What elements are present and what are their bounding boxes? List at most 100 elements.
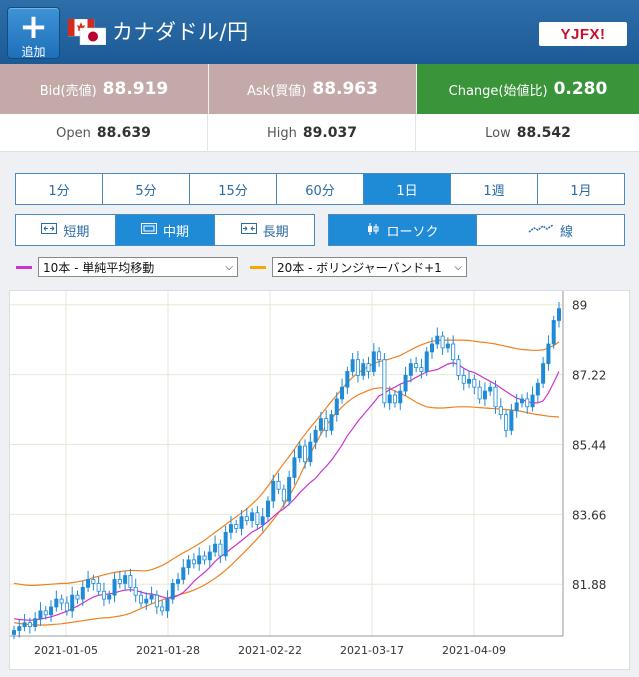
plus-icon: + xyxy=(19,7,48,47)
candle xyxy=(493,386,498,408)
candle xyxy=(498,406,503,416)
y-tick-label: 83.66 xyxy=(572,508,606,522)
chart-canvas[interactable]: 89 87.22 85.44 83.66 81.88 2021-01-05 2021-01-… xyxy=(10,291,631,671)
compress-icon xyxy=(240,223,257,237)
low-label: Low xyxy=(485,125,511,141)
candle xyxy=(382,359,387,404)
candle xyxy=(138,594,143,604)
sma-swatch xyxy=(16,265,32,269)
candle xyxy=(318,418,323,431)
candle xyxy=(22,622,27,627)
candle xyxy=(117,579,122,584)
candle xyxy=(303,445,308,463)
candle xyxy=(535,382,540,396)
candle xyxy=(371,351,376,372)
candle xyxy=(265,500,270,518)
candle xyxy=(202,555,207,561)
candle xyxy=(49,606,54,616)
x-tick-label: 2021-03-17 xyxy=(340,644,404,657)
candle xyxy=(514,402,519,412)
sma-select[interactable]: 10本 - 単純平均移動 ⌵ xyxy=(38,257,238,277)
candle xyxy=(350,359,355,372)
candle xyxy=(414,363,419,368)
tab-candlestick[interactable]: ローソク xyxy=(329,215,477,245)
tab-1month[interactable]: 1月 xyxy=(570,183,592,199)
candle xyxy=(250,512,255,522)
ask-quote[interactable]: Ask(買値) 88.963 xyxy=(209,64,416,114)
timeframe-tabs: 1分 5分 15分 60分 1日 1週 1月 xyxy=(15,173,625,205)
header-bar: + 追加 カナダドル/円 YJFX! xyxy=(0,0,639,64)
candle xyxy=(86,579,91,588)
candle xyxy=(96,583,101,592)
candle xyxy=(456,359,461,376)
monitor-icon xyxy=(141,223,157,237)
candle xyxy=(276,480,281,490)
candle xyxy=(281,488,286,502)
candle xyxy=(488,386,493,392)
candle xyxy=(477,386,482,400)
candle xyxy=(424,351,429,372)
candle xyxy=(519,398,524,404)
candle xyxy=(546,343,551,365)
candle xyxy=(430,343,435,353)
candle xyxy=(70,594,75,612)
tab-60min[interactable]: 60分 xyxy=(277,174,364,204)
candle xyxy=(366,363,371,372)
bollinger-select[interactable]: 20本 - ボリンジャーバンド+1 ⌵ xyxy=(272,257,467,277)
candle xyxy=(287,477,292,502)
candle xyxy=(451,343,456,361)
candle xyxy=(239,516,244,529)
candle xyxy=(160,606,165,612)
ask-label: Ask(買値) xyxy=(247,83,307,99)
candle xyxy=(107,594,112,600)
tab-15min[interactable]: 15分 xyxy=(190,174,277,204)
low-value: 88.542 xyxy=(516,125,571,141)
open-value: 88.639 xyxy=(96,125,151,141)
change-label: Change(始値比) xyxy=(448,83,548,99)
candlestick-icon xyxy=(366,222,380,239)
tab-5min[interactable]: 5分 xyxy=(103,174,190,204)
tab-long-term[interactable]: 長期 xyxy=(215,215,314,245)
low-cell: Low 88.542 xyxy=(417,114,639,152)
candle xyxy=(197,555,202,565)
candle xyxy=(271,480,276,502)
high-label: High xyxy=(267,125,297,141)
candle xyxy=(17,626,22,631)
bid-value: 88.919 xyxy=(102,79,169,99)
candle xyxy=(340,386,345,400)
chevron-down-icon: ⌵ xyxy=(225,261,233,273)
candle xyxy=(244,516,249,522)
bid-quote[interactable]: Bid(売値) 88.919 xyxy=(0,64,208,114)
tab-1day[interactable]: 1日 xyxy=(364,174,451,204)
candle xyxy=(64,602,69,612)
x-tick-label: 2021-02-22 xyxy=(238,644,302,657)
candle xyxy=(59,598,64,604)
tab-1min[interactable]: 1分 xyxy=(16,174,103,204)
candle xyxy=(43,610,48,616)
tab-mid-term[interactable]: 中期 xyxy=(115,215,216,245)
ohl-row: Open 88.639 High 89.037 Low 88.542 xyxy=(0,114,639,152)
sma10-line xyxy=(13,362,560,621)
candle xyxy=(181,567,186,580)
candle xyxy=(557,308,562,321)
bollinger-swatch xyxy=(250,265,266,269)
tab-1week[interactable]: 1週 xyxy=(451,174,538,204)
candle xyxy=(355,359,360,376)
long-term-label: 長期 xyxy=(262,224,289,240)
tab-short-term[interactable]: 短期 xyxy=(16,215,116,245)
ask-value: 88.963 xyxy=(312,79,378,99)
x-tick-label: 2021-01-28 xyxy=(136,644,200,657)
add-button-label: 追加 xyxy=(21,45,46,59)
candle xyxy=(255,512,260,525)
price-chart[interactable]: 89 87.22 85.44 83.66 81.88 2021-01-05 2021-01-… xyxy=(9,290,630,670)
indicator-sma: 10本 - 単純平均移動 ⌵ xyxy=(16,257,238,277)
bid-label: Bid(売値) xyxy=(39,83,97,99)
tab-line[interactable]: 線 xyxy=(477,215,624,245)
y-tick-label: 81.88 xyxy=(572,578,606,592)
candle xyxy=(154,594,159,608)
add-button[interactable]: + 追加 xyxy=(7,7,60,59)
term-tabs: 短期 中期 長期 xyxy=(15,214,315,246)
candle xyxy=(308,441,313,463)
candle xyxy=(186,559,191,569)
candle xyxy=(12,630,17,635)
